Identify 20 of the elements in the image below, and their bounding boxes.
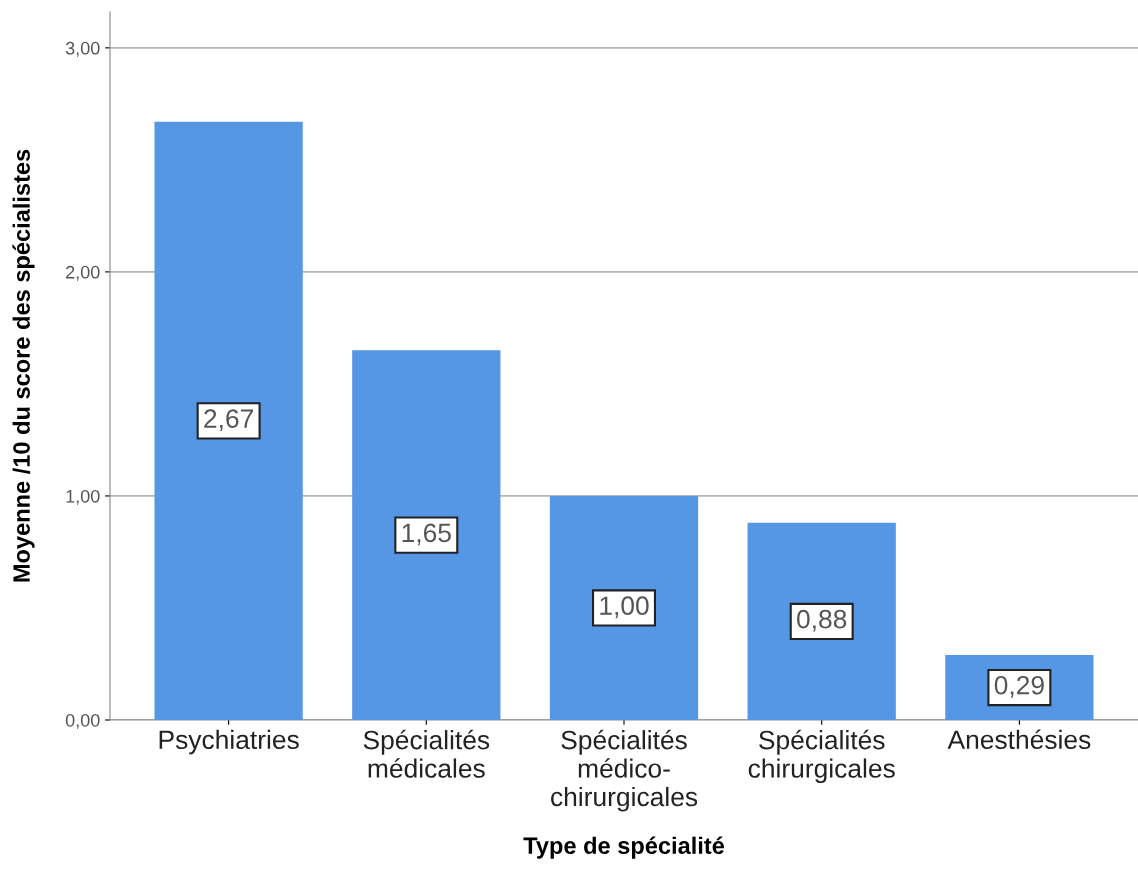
y-tick-label: 0,00 (65, 713, 100, 729)
data-label: 0,88 (797, 609, 847, 632)
x-tick-label: Spécialités médicales (363, 729, 490, 778)
data-label: 1,65 (402, 523, 451, 546)
data-label: 1,00 (600, 596, 649, 619)
x-tick-label: Anesthésies (947, 729, 1091, 750)
x-tick-label: Spécialités chirurgicales (748, 729, 895, 784)
y-tick-label: 1,00 (66, 489, 100, 505)
bar (352, 350, 501, 720)
x-tick-label: Spécialités médico- chirurgicales (551, 729, 698, 812)
y-tick-label: 3,00 (65, 41, 100, 57)
x-axis-title: Type de spécialité (523, 836, 725, 859)
bar (747, 522, 896, 720)
x-tick-label: Psychiatries (159, 729, 299, 755)
y-tick-label: 2,00 (66, 265, 100, 281)
data-label: 0,29 (994, 675, 1044, 698)
data-label: 2,67 (204, 409, 253, 432)
y-axis-title: Moyenne /10 du score des spécialistes (12, 149, 35, 582)
bar (549, 495, 699, 720)
bar (154, 121, 303, 720)
